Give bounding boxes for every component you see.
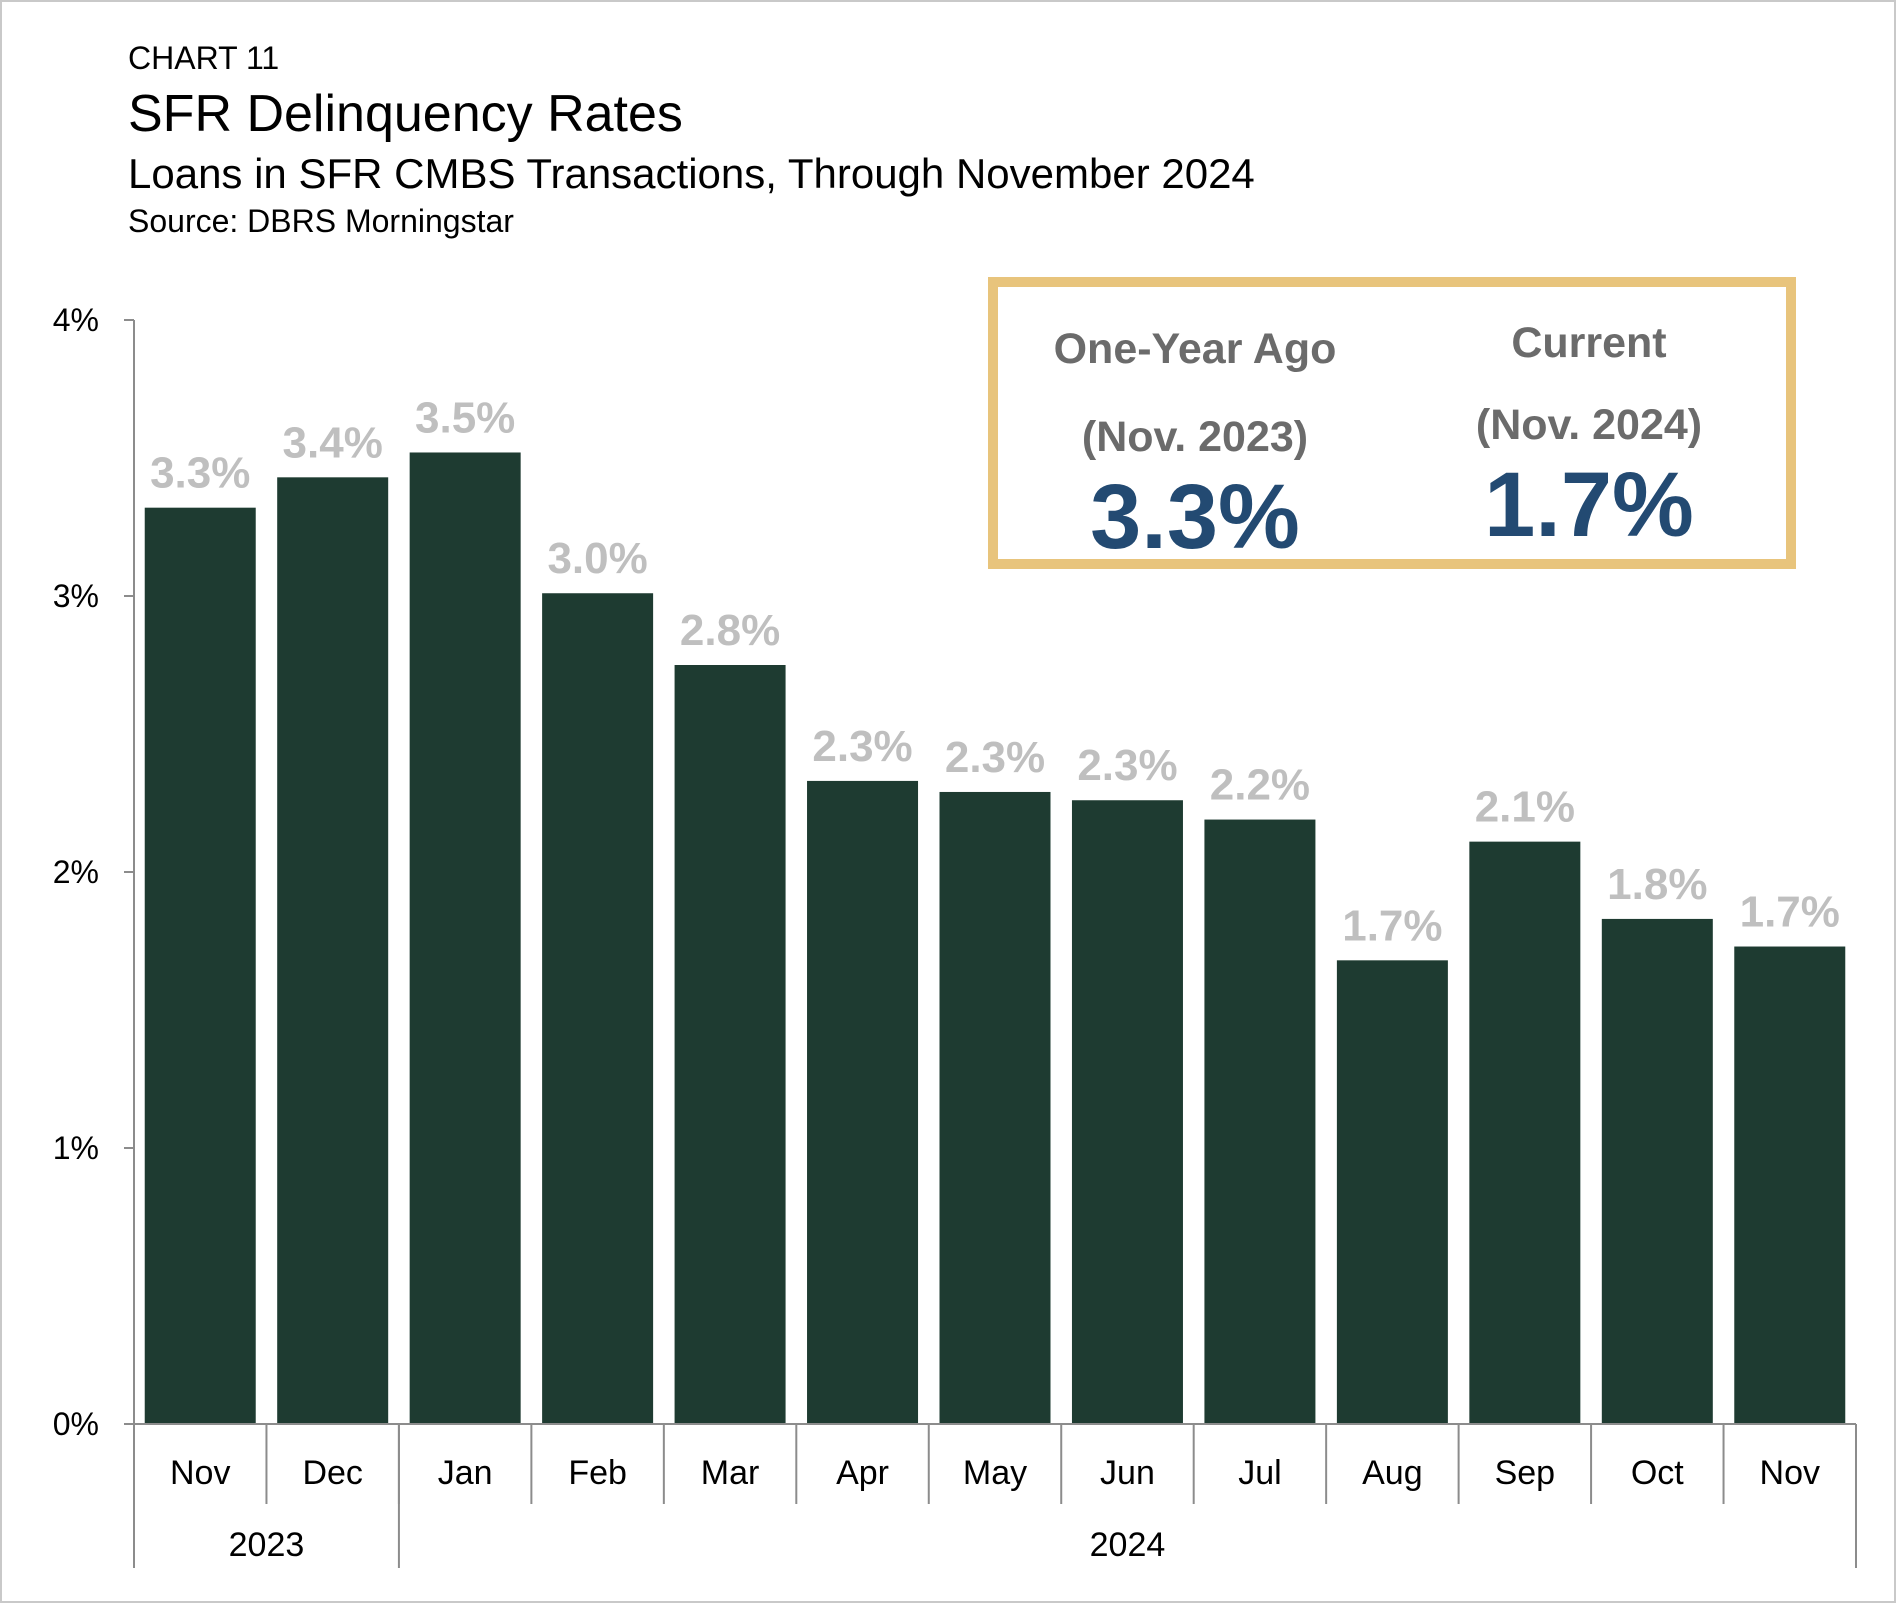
data-label: 3.4% [283,418,383,467]
bar [1071,800,1183,1424]
x-tick-label: Jan [438,1454,493,1492]
x-tick-label: May [963,1454,1027,1492]
bar [1336,960,1448,1424]
x-tick-label: Apr [836,1454,889,1492]
callout-one-year-ago: One-Year Ago (Nov. 2023) 3.3% [998,287,1392,567]
data-label: 3.3% [150,449,250,498]
callout-current-heading-2: (Nov. 2024) [1475,401,1703,449]
bar [1469,841,1581,1424]
data-label: 2.2% [1210,761,1310,810]
data-label: 2.1% [1475,783,1575,832]
bar [807,780,919,1424]
data-label: 1.7% [1342,901,1442,950]
bar [1601,918,1713,1424]
bar [1204,819,1316,1424]
data-label: 2.3% [945,733,1045,782]
x-tick-label: Jul [1238,1454,1281,1492]
x-tick-label: Nov [170,1454,230,1492]
x-tick-label: Aug [1362,1454,1423,1492]
y-tick-label: 1% [53,1130,99,1166]
x-tick-label: Feb [568,1454,627,1492]
callout-current: Current (Nov. 2024) 1.7% [1392,287,1786,555]
y-tick-label: 3% [53,578,99,614]
chart-title: SFR Delinquency Rates [128,85,683,143]
bar [277,477,389,1424]
x-tick-label: Jun [1100,1454,1155,1492]
x-tick-label: Sep [1495,1454,1556,1492]
data-label: 1.8% [1607,860,1707,909]
callout-one-year-ago-value: 3.3% [1090,466,1300,568]
x-tick-label: Mar [701,1454,760,1492]
bar [1734,946,1846,1424]
x-tick-label: Nov [1760,1454,1820,1492]
callout-one-year-ago-heading-2: (Nov. 2023) [1081,413,1309,461]
bar [674,665,786,1424]
y-tick-label: 2% [53,854,99,890]
bar [542,593,654,1424]
bar [144,507,256,1424]
chart-subtitle: Loans in SFR CMBS Transactions, Through … [128,150,1255,197]
bar [939,791,1051,1424]
year-group-label: 2023 [229,1526,305,1564]
chart-source: Source: DBRS Morningstar [128,203,514,239]
data-label: 1.7% [1740,888,1840,937]
y-tick-label: 0% [53,1406,99,1442]
data-label: 2.8% [680,606,780,655]
callout-current-value: 1.7% [1484,454,1694,556]
data-label: 3.0% [547,534,647,583]
x-tick-label: Dec [302,1454,362,1492]
bar [409,452,521,1425]
callout-current-heading-1: Current [1511,319,1667,367]
data-label: 3.5% [415,393,515,442]
chart-label: CHART 11 [128,40,280,76]
x-tick-label: Oct [1631,1454,1684,1492]
summary-callout: One-Year Ago (Nov. 2023) 3.3% Current (N… [988,277,1796,569]
year-group-label: 2024 [1090,1526,1166,1564]
data-label: 2.3% [1077,741,1177,790]
callout-one-year-ago-heading-1: One-Year Ago [1053,325,1337,373]
y-tick-label: 4% [53,302,99,338]
data-label: 2.3% [812,722,912,771]
